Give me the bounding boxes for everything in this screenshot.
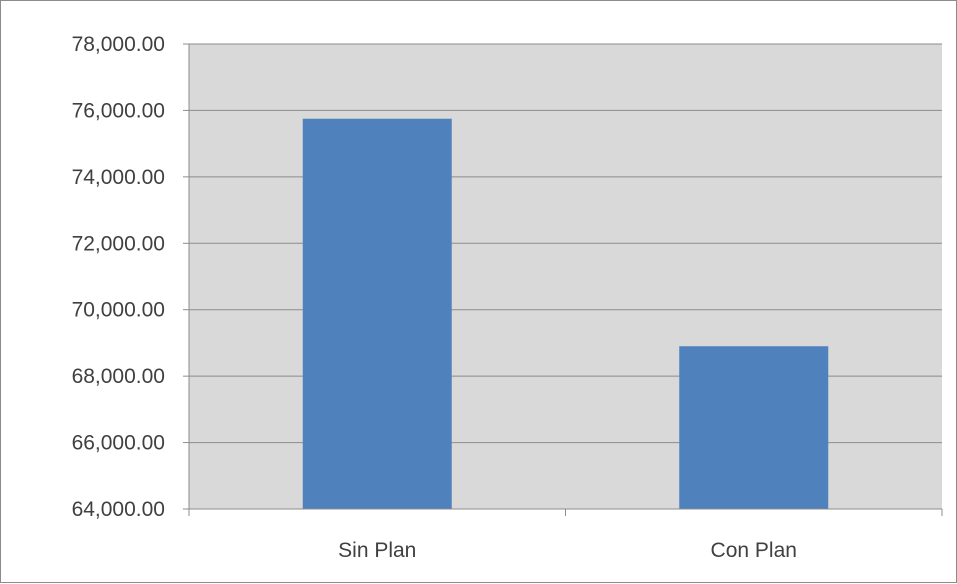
bars (302, 118, 829, 509)
y-tick-label: 76,000.00 (72, 99, 165, 122)
bar-con-plan (679, 346, 829, 509)
y-tick-label: 66,000.00 (72, 432, 165, 455)
x-tick-label: Con Plan (711, 539, 797, 562)
plot-area (189, 44, 942, 509)
x-tick-labels: Sin Plan Con Plan (338, 539, 797, 562)
y-tick-label: 68,000.00 (72, 365, 165, 388)
y-tick-label: 64,000.00 (72, 498, 165, 521)
axes (183, 44, 943, 516)
y-tick-label: 72,000.00 (72, 232, 165, 255)
y-tick-label: 70,000.00 (72, 299, 165, 322)
y-tick-label: 78,000.00 (72, 33, 165, 56)
y-tick-labels: 64,000.00 66,000.00 68,000.00 70,000.00 72,0… (72, 33, 165, 521)
x-tick-label: Sin Plan (338, 539, 416, 562)
y-tick-label: 74,000.00 (72, 166, 165, 189)
bar-sin-plan (302, 118, 452, 509)
